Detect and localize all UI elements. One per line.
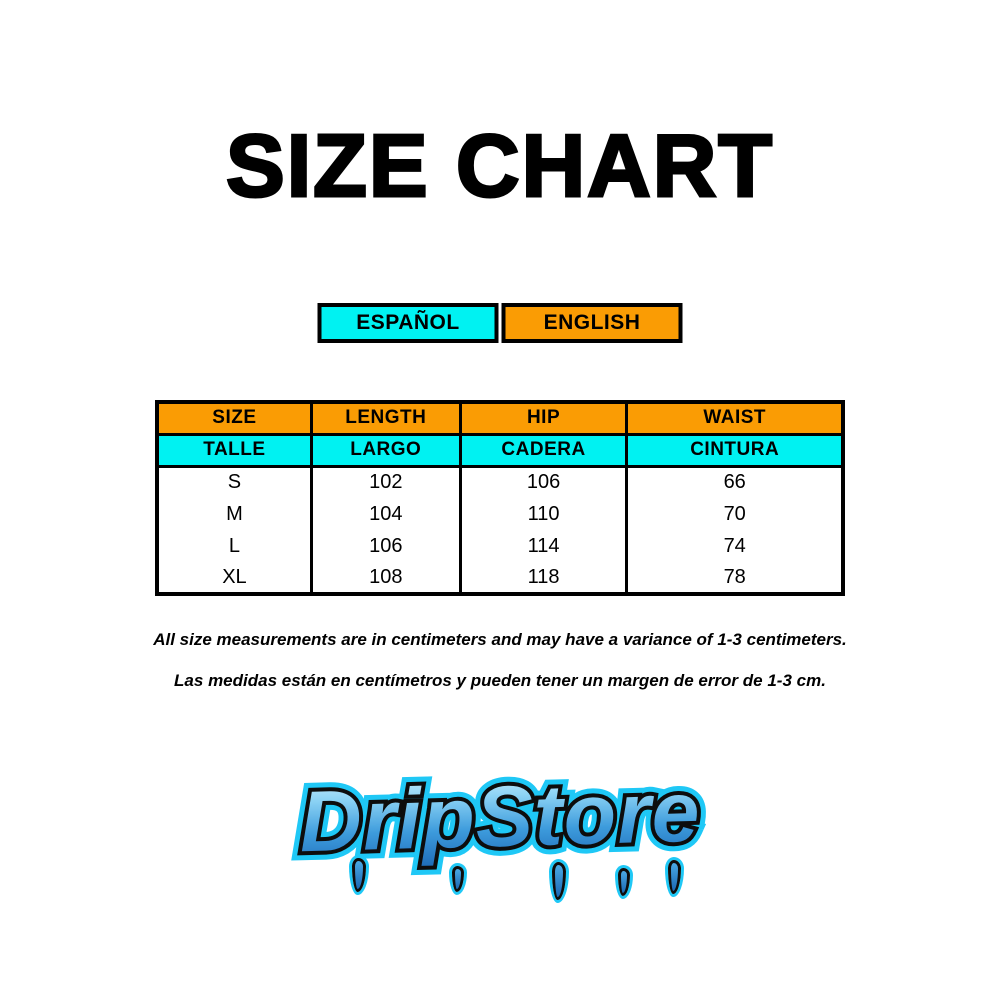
header-waist: WAIST	[625, 400, 845, 436]
header-hip: HIP	[458, 400, 629, 436]
cell-waist: 74	[625, 530, 845, 562]
table-row: L 106 114 74	[155, 530, 845, 562]
cell-hip: 110	[458, 498, 629, 530]
page-title: SIZE CHART	[225, 116, 774, 215]
cell-hip: 106	[458, 466, 629, 498]
header-talle: TALLE	[155, 432, 313, 468]
cell-length: 106	[309, 530, 462, 562]
dripstore-logo: DripStore DripStore DripStore	[0, 755, 1000, 926]
cell-waist: 66	[625, 466, 845, 498]
cell-size: L	[155, 530, 313, 562]
header-cintura: CINTURA	[625, 432, 845, 468]
logo-drip	[668, 860, 681, 894]
tab-english-label: ENGLISH	[543, 311, 641, 334]
table-row: XL 108 118 78	[155, 562, 845, 594]
logo-drip	[452, 866, 464, 892]
cell-length: 108	[309, 562, 462, 594]
cell-length: 102	[309, 466, 462, 498]
tab-espanol[interactable]: ESPAÑOL	[317, 303, 499, 343]
logo-drip	[618, 868, 630, 896]
cell-size: S	[155, 466, 313, 498]
table-header-spanish: TALLE LARGO CADERA CINTURA	[155, 432, 845, 468]
size-table-container: SIZE LENGTH HIP WAIST TALLE LARGO CADERA…	[155, 400, 845, 596]
language-tabs: ESPAÑOL ENGLISH	[317, 303, 683, 343]
header-cadera: CADERA	[458, 432, 629, 468]
header-largo: LARGO	[309, 432, 462, 468]
logo-drip	[552, 862, 566, 900]
table-row: M 104 110 70	[155, 498, 845, 530]
cell-size: M	[155, 498, 313, 530]
tab-espanol-label: ESPAÑOL	[356, 311, 460, 334]
cell-waist: 70	[625, 498, 845, 530]
table-row: S 102 106 66	[155, 466, 845, 498]
cell-waist: 78	[625, 562, 845, 594]
note-english: All size measurements are in centimeters…	[153, 630, 847, 649]
logo-text: DripStore	[0, 753, 1000, 882]
header-size: SIZE	[155, 400, 313, 436]
cell-size: XL	[155, 562, 313, 594]
note-spanish: Las medidas están en centímetros y puede…	[174, 671, 826, 690]
cell-length: 104	[309, 498, 462, 530]
tab-english[interactable]: ENGLISH	[501, 303, 683, 343]
header-length: LENGTH	[309, 400, 462, 436]
cell-hip: 118	[458, 562, 629, 594]
logo-drip	[352, 858, 366, 892]
size-table: SIZE LENGTH HIP WAIST TALLE LARGO CADERA…	[155, 400, 845, 596]
cell-hip: 114	[458, 530, 629, 562]
table-header-english: SIZE LENGTH HIP WAIST	[155, 400, 845, 436]
